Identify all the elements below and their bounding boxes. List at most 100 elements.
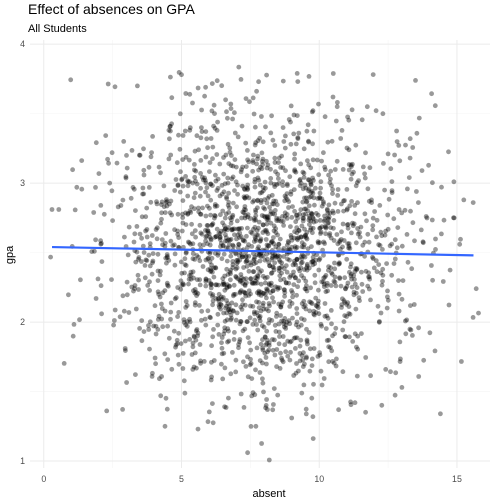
- data-point: [241, 194, 247, 200]
- data-point: [312, 312, 317, 318]
- data-point: [212, 213, 218, 219]
- data-point: [114, 160, 120, 166]
- data-point: [363, 150, 368, 156]
- data-point: [210, 420, 216, 426]
- data-point: [223, 305, 228, 311]
- data-point: [141, 250, 147, 255]
- data-point: [395, 225, 401, 231]
- data-point: [234, 258, 240, 263]
- data-point: [323, 224, 329, 230]
- data-point: [227, 269, 233, 275]
- data-point: [317, 352, 323, 358]
- data-point: [303, 278, 309, 284]
- data-point: [164, 252, 170, 257]
- data-point: [226, 205, 232, 211]
- data-point: [301, 146, 307, 152]
- data-point: [252, 311, 257, 317]
- data-point: [338, 136, 344, 141]
- data-point: [143, 228, 149, 234]
- data-point: [192, 206, 197, 212]
- chart-subtitle: All Students: [28, 23, 87, 35]
- data-point: [258, 289, 264, 295]
- data-point: [299, 256, 305, 261]
- data-point: [265, 162, 271, 168]
- data-point: [236, 64, 242, 70]
- data-point: [172, 242, 177, 248]
- data-point: [322, 217, 328, 223]
- data-point: [293, 370, 299, 376]
- data-point: [147, 319, 153, 325]
- data-point: [299, 223, 305, 229]
- data-point: [153, 323, 159, 329]
- data-point: [227, 309, 233, 315]
- data-point: [262, 334, 268, 340]
- data-point: [339, 229, 344, 235]
- data-point: [92, 248, 97, 254]
- data-point: [217, 234, 223, 240]
- data-point: [321, 199, 326, 205]
- data-point: [208, 281, 214, 286]
- data-point: [181, 244, 186, 250]
- data-point: [187, 273, 192, 278]
- data-point: [314, 252, 319, 258]
- data-point: [286, 280, 292, 286]
- data-point: [329, 271, 335, 277]
- data-point: [259, 150, 265, 156]
- data-point: [271, 267, 277, 273]
- data-point: [264, 242, 270, 248]
- data-point: [215, 296, 221, 302]
- data-point: [180, 198, 186, 204]
- data-point: [288, 103, 294, 109]
- data-point: [253, 367, 258, 373]
- data-point: [309, 363, 315, 368]
- data-point: [251, 309, 257, 315]
- data-point: [302, 303, 308, 308]
- data-point: [303, 411, 309, 417]
- data-point: [324, 313, 330, 319]
- data-point: [276, 265, 282, 271]
- data-point: [233, 274, 239, 279]
- data-point: [344, 314, 349, 319]
- data-point: [269, 257, 275, 262]
- data-point: [324, 206, 330, 212]
- data-point: [228, 277, 233, 283]
- data-point: [239, 215, 245, 221]
- data-point: [265, 196, 271, 201]
- data-point: [306, 139, 311, 145]
- data-point: [165, 282, 170, 288]
- data-point: [240, 238, 246, 244]
- data-point: [156, 313, 162, 319]
- data-point: [240, 328, 246, 334]
- data-point: [306, 138, 311, 144]
- data-point: [197, 282, 203, 288]
- data-point: [230, 200, 236, 206]
- data-point: [222, 328, 228, 334]
- data-point: [255, 156, 260, 162]
- data-point: [305, 158, 310, 164]
- data-point: [348, 273, 354, 279]
- data-point: [367, 274, 372, 280]
- data-point: [222, 325, 228, 331]
- data-point: [308, 218, 314, 224]
- data-point: [322, 301, 328, 306]
- data-point: [287, 257, 292, 263]
- data-point: [245, 245, 250, 251]
- data-point: [180, 220, 186, 226]
- data-point: [327, 231, 333, 237]
- data-point: [221, 155, 226, 160]
- data-point: [286, 205, 291, 210]
- data-point: [193, 168, 199, 174]
- data-point: [219, 256, 225, 262]
- data-point: [224, 284, 230, 290]
- data-point: [237, 257, 243, 263]
- data-point: [157, 376, 162, 382]
- data-point: [254, 345, 260, 351]
- data-point: [219, 335, 225, 340]
- data-point: [268, 180, 274, 186]
- data-point: [228, 101, 234, 107]
- data-point: [285, 338, 291, 344]
- data-point: [367, 276, 372, 282]
- data-point: [352, 277, 357, 282]
- data-point: [273, 198, 279, 204]
- data-point: [245, 450, 251, 456]
